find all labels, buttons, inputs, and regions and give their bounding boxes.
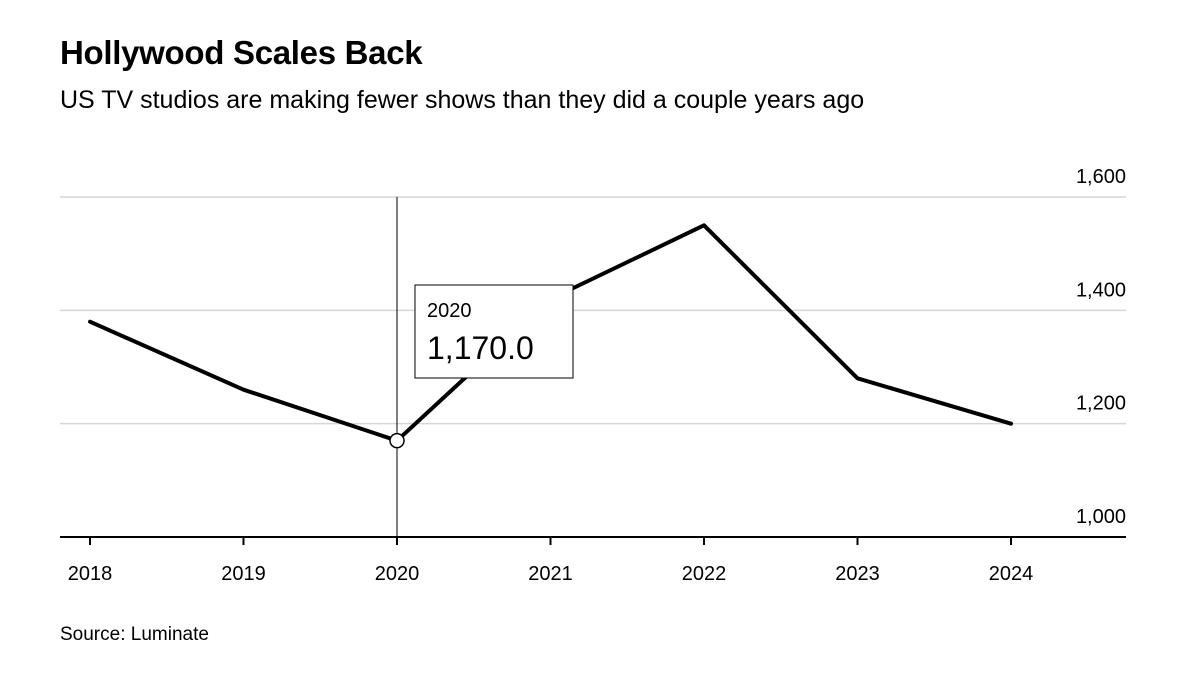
x-tick-label: 2022 <box>682 563 727 585</box>
y-tick-label: 1,400 <box>1076 279 1126 301</box>
source-note: Source: Luminate <box>60 624 209 645</box>
y-axis-tick-labels: 1,000 1,200 1,400 1,600 <box>1076 166 1126 528</box>
gridlines <box>60 196 1126 425</box>
x-axis-ticks: 2018 2019 2020 2021 2022 2023 2024 <box>68 537 1034 585</box>
highlighted-data-point <box>389 432 405 449</box>
x-tick-label: 2023 <box>835 563 880 585</box>
tooltip-year: 2020 <box>427 300 472 322</box>
y-tick-label: 1,200 <box>1076 393 1126 415</box>
x-tick-label: 2020 <box>375 563 420 585</box>
y-tick-label: 1,000 <box>1076 506 1126 528</box>
x-tick-label: 2019 <box>221 563 266 585</box>
y-tick-label: 1,600 <box>1076 166 1126 188</box>
tooltip: 2020 1,170.0 <box>414 284 574 379</box>
tooltip-box <box>414 284 574 379</box>
x-tick-label: 2024 <box>989 563 1034 585</box>
x-tick-label: 2018 <box>68 563 113 585</box>
x-tick-label: 2021 <box>528 563 573 585</box>
chart-title: Hollywood Scales Back <box>60 34 423 71</box>
data-points <box>389 432 405 449</box>
tooltip-value: 1,170.0 <box>427 330 534 366</box>
chart-subtitle: US TV studios are making fewer shows tha… <box>60 86 865 114</box>
